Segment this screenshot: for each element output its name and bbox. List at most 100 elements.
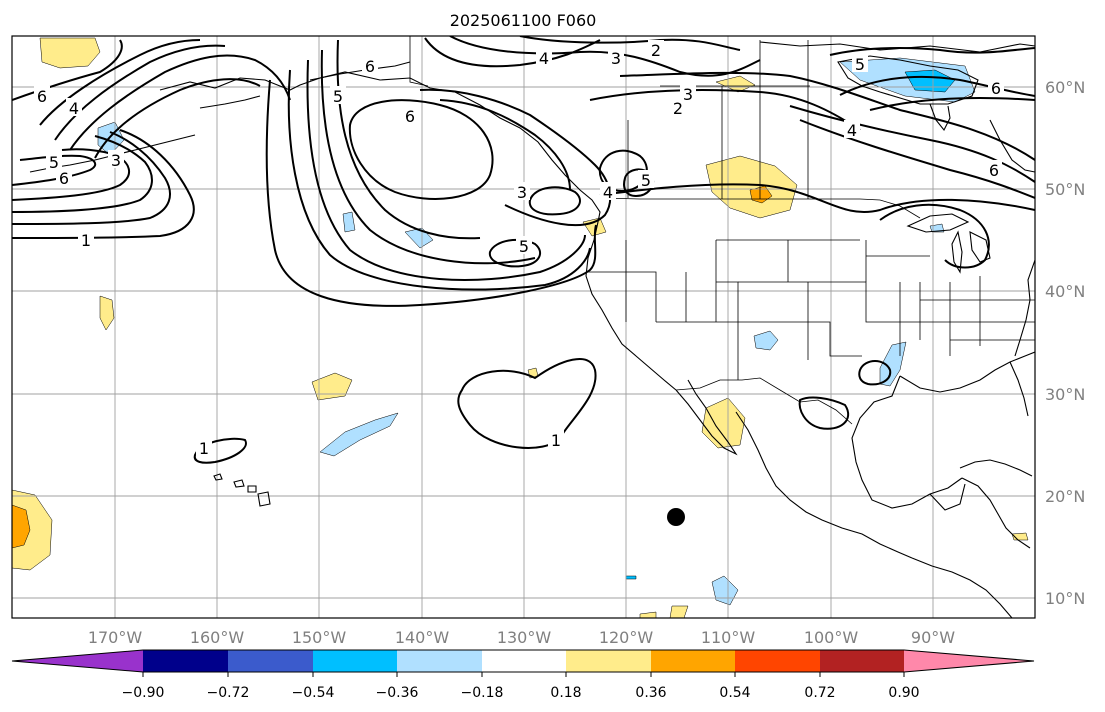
coast-florida	[1009, 361, 1029, 417]
map-area: 1 1 1 2 2 3 3 3 3 4 4 4 4 5	[12, 36, 1035, 618]
lon-label: 100°W	[804, 628, 859, 647]
coast-hawaii-1	[213, 473, 223, 481]
colorbar-box	[397, 650, 482, 672]
shade-pos-west-edge-core	[12, 504, 31, 549]
contour-ridge-4	[320, 49, 536, 265]
shade-pos-small-b	[669, 605, 689, 618]
contour-mex-1	[798, 396, 850, 430]
cyclone-marker	[667, 508, 685, 526]
coast-cuba	[959, 459, 1033, 477]
positive-shading	[12, 37, 1029, 618]
colorbar: −0.90 −0.72 −0.54 −0.36 −0.18 0.18 0.36 …	[11, 649, 1035, 701]
coast-hudson	[837, 55, 979, 105]
colorbar-box	[313, 650, 397, 672]
coast-lake-superior	[906, 213, 970, 233]
contour-label: 5	[855, 55, 865, 74]
lat-label: 50°N	[1045, 180, 1085, 199]
lat-label: 60°N	[1045, 78, 1085, 97]
border-states-central	[716, 239, 900, 360]
coast-hawaii-3	[247, 485, 257, 493]
colorbar-tick-label: 0.18	[550, 685, 581, 701]
contour-north-4	[424, 37, 601, 68]
shade-neg-small	[625, 575, 637, 580]
shade-neg-colorado	[753, 330, 779, 351]
contour-texas-1	[858, 360, 892, 386]
coast-gulf-north	[899, 351, 1035, 393]
contour-labels: 1 1 1 2 2 3 3 3 3 4 4 4 4 5	[34, 40, 1004, 458]
colorbar-tick-label: 0.54	[719, 685, 750, 701]
latitude-labels: 60°N 50°N 40°N 30°N 20°N 10°N	[1045, 78, 1085, 608]
contour-label: 1	[81, 231, 91, 250]
coast-labrador	[989, 119, 1035, 173]
contour-pac-1	[457, 357, 597, 449]
contour-label: 5	[641, 171, 651, 190]
border-us-mexico	[675, 377, 853, 425]
contour-nw-upper-2	[54, 44, 226, 141]
colorbar-box	[228, 650, 313, 672]
contour-canada-2	[589, 89, 861, 131]
colorbar-tick-label: −0.72	[207, 685, 250, 701]
contour-label: 6	[59, 169, 69, 188]
coast-bering	[199, 95, 261, 109]
contour-nw-3	[12, 135, 153, 213]
longitude-labels: 170°W 160°W 150°W 140°W 130°W 120°W 110°…	[88, 628, 955, 647]
coast-centralam-carib	[961, 477, 1031, 549]
contour-hudson-4	[829, 46, 1035, 56]
colorbar-tick-label: −0.54	[292, 685, 335, 701]
colorbar-tick-label: 0.72	[804, 685, 835, 701]
shade-pos-yukon	[715, 75, 756, 93]
contour-label: 5	[519, 237, 529, 256]
colorbar-box	[482, 650, 566, 672]
coastlines	[29, 41, 1035, 618]
contour-ridge-2	[287, 69, 591, 291]
lon-label: 150°W	[292, 628, 347, 647]
colorbar-tick-label: −0.90	[122, 685, 165, 701]
contour-nw-1	[12, 129, 195, 239]
lon-label: 130°W	[497, 628, 552, 647]
contour-label: 3	[111, 151, 121, 170]
contour-closed-3-small	[528, 186, 581, 216]
coast-yucatan	[929, 483, 966, 511]
shade-neg-lakes	[929, 223, 945, 233]
contour-label: 4	[603, 183, 613, 202]
colorbar-tick-label: 0.90	[888, 685, 919, 701]
coast-alaska	[159, 71, 601, 223]
shade-neg-gulf-a	[342, 211, 356, 233]
shade-pos-small-a	[99, 295, 115, 331]
coast-uswest	[585, 221, 677, 391]
contour-label: 4	[69, 99, 79, 118]
contour-label: 1	[199, 439, 209, 458]
coast-james-bay	[929, 103, 951, 132]
contour-nw-4	[12, 148, 130, 201]
contour-nw-upper-3	[69, 54, 291, 151]
contour-label: 5	[333, 87, 343, 106]
contour-hudson-6	[869, 97, 1035, 111]
contour-label: 2	[651, 41, 661, 60]
map-frame	[11, 35, 1036, 619]
contour-closed-6	[348, 99, 494, 200]
lon-label: 160°W	[190, 628, 245, 647]
contour-label: 3	[517, 183, 527, 202]
shade-pos-hawaii-ne	[311, 372, 353, 401]
coast-hawaii-2	[233, 479, 245, 488]
contour-ridge-3	[306, 59, 586, 281]
shade-pos-oregon	[582, 217, 607, 237]
contour-lakes-1	[879, 203, 990, 269]
shade-pos-canada	[705, 155, 798, 219]
colorbar-box	[566, 650, 651, 672]
colorbar-extend-min	[12, 650, 143, 672]
coast-centralam	[911, 557, 1013, 618]
contour-trough-3	[439, 99, 571, 191]
border-ak-canada	[409, 36, 429, 87]
contour-canada-3	[619, 71, 1035, 161]
contour-label: 6	[405, 107, 415, 126]
contour-nw-2	[12, 131, 171, 225]
contour-nw-upper-1	[39, 39, 201, 126]
contour-label: 3	[683, 85, 693, 104]
colorbar-tick-label: −0.36	[376, 685, 419, 701]
lon-label: 140°W	[395, 628, 450, 647]
contour-ridge-outer	[265, 79, 597, 307]
colorbar-box	[651, 650, 735, 672]
contour-closed-5-gulf	[488, 238, 542, 268]
